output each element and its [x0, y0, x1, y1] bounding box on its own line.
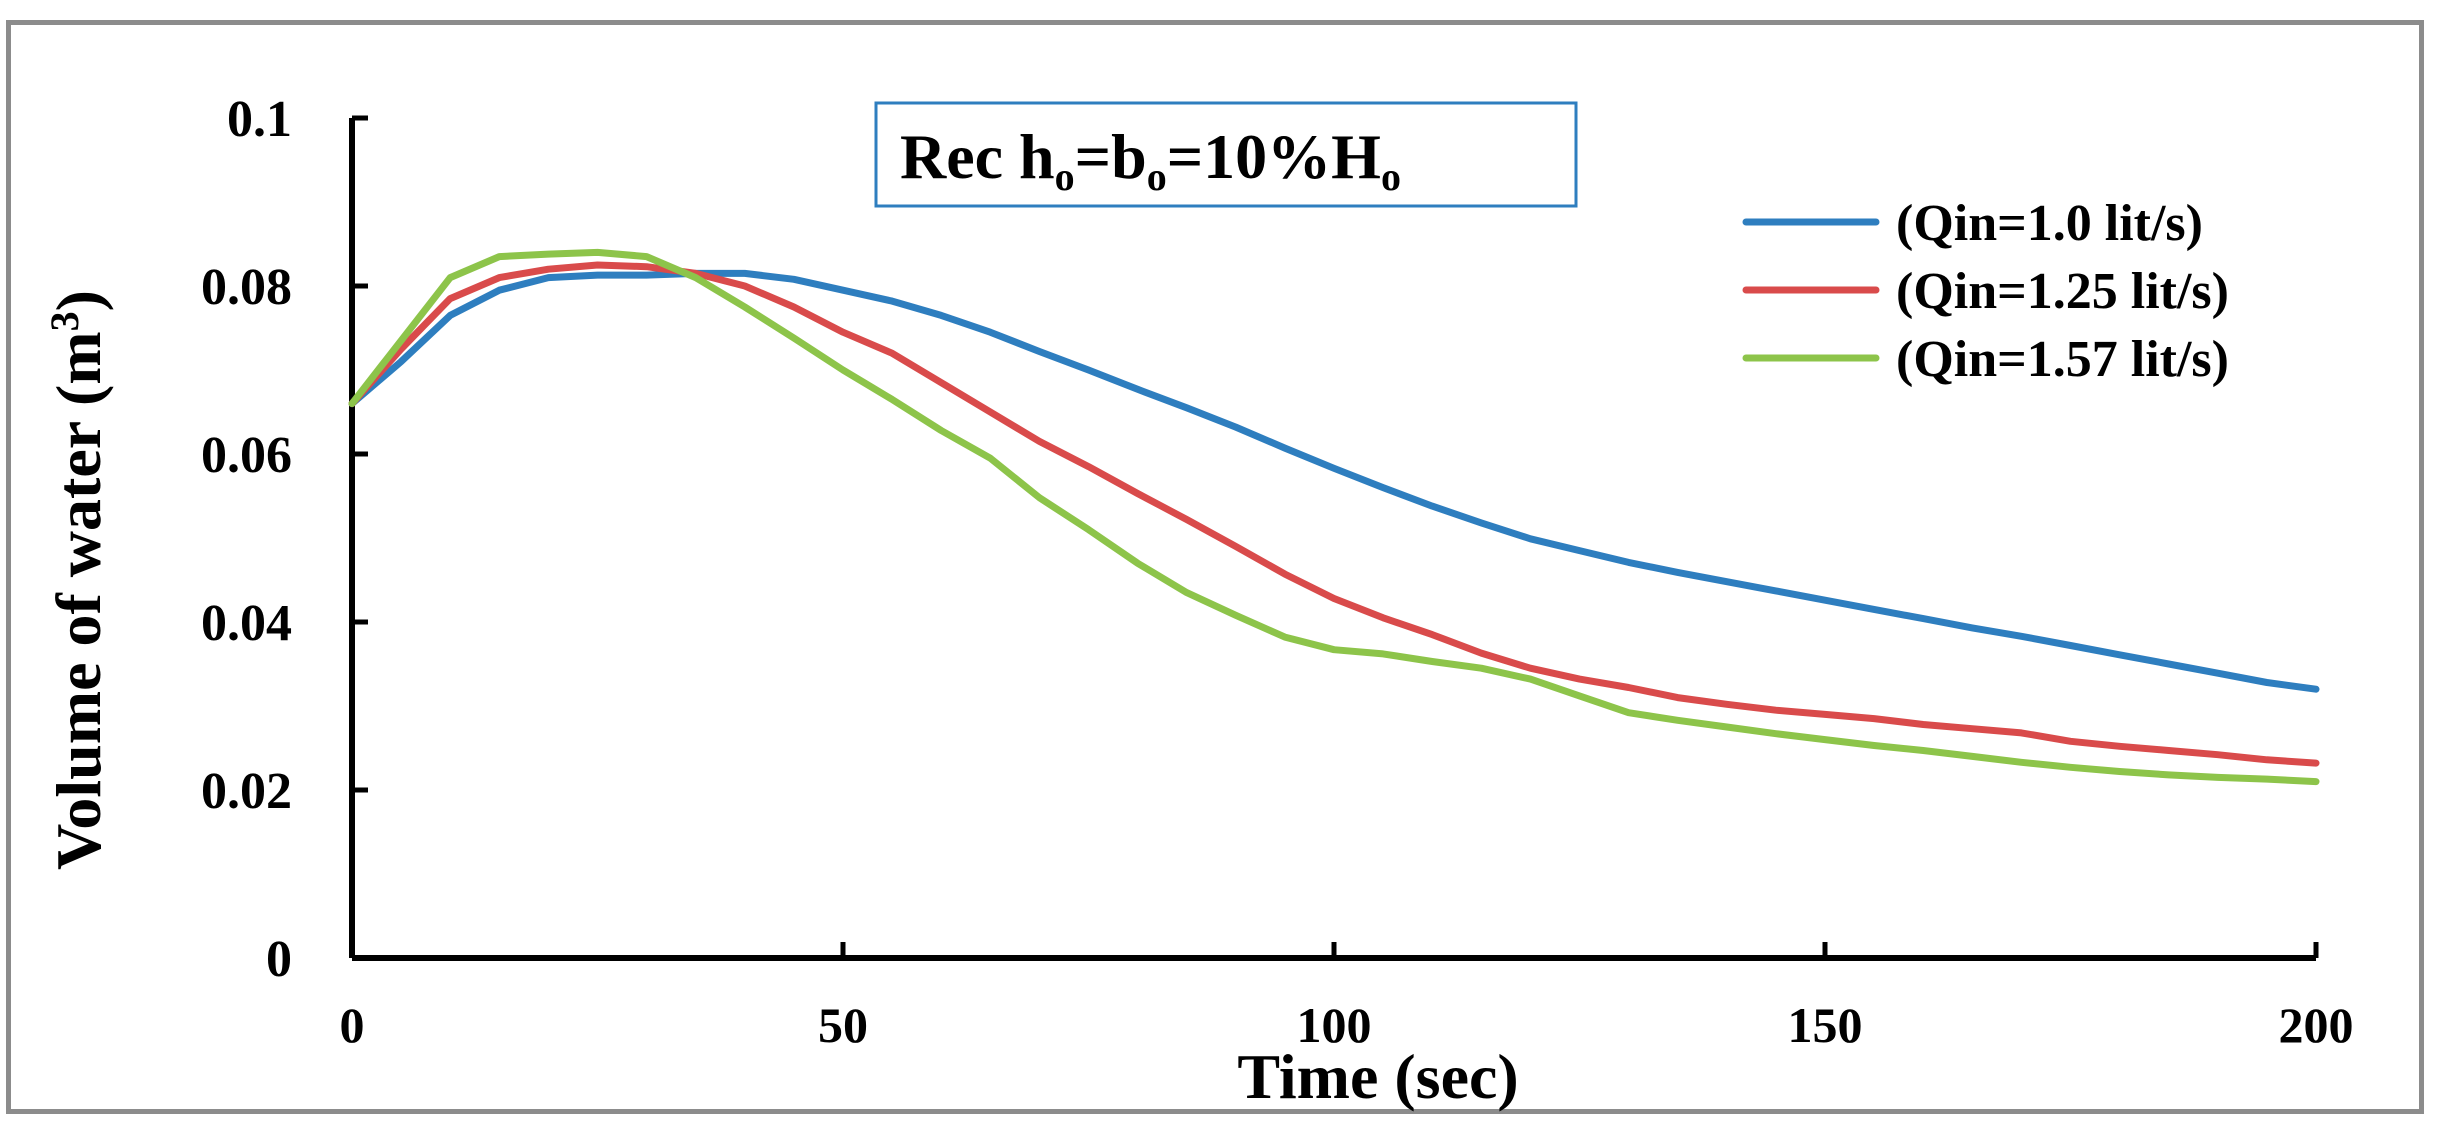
legend-label-2: (Qin=1.25 lit/s) [1896, 263, 2229, 320]
x-tick-label: 50 [818, 997, 868, 1053]
y-axis-title: Volume of water (m3) [42, 290, 114, 870]
title-subscript: o [1055, 154, 1075, 199]
chart-title: Rec ho=bo=10%Ho [900, 121, 1401, 199]
title-subscript: o [1381, 154, 1401, 199]
title-part-mid: =b [1075, 121, 1147, 192]
legend-label-3: (Qin=1.57 lit/s) [1896, 331, 2229, 388]
series-line-3 [348, 248, 2320, 786]
chart-frame [6, 20, 2424, 1114]
y-axis-title-superscript: 3 [42, 311, 87, 331]
x-tick-label: 100 [1297, 997, 1372, 1053]
x-axis-title: Time (sec) [1237, 1041, 1518, 1112]
x-tick-label: 150 [1788, 997, 1863, 1053]
title-part-mid: =10%H [1167, 121, 1381, 192]
y-tick-label: 0.06 [201, 427, 292, 484]
y-tick-label: 0 [266, 931, 292, 988]
axes: 0 50 100 150 200 0 0.02 0.04 0.06 0.08 0.1 [201, 91, 2354, 1053]
y-tick-label: 0.04 [201, 595, 292, 652]
y-tick-label: 0.08 [201, 259, 292, 316]
title-subscript: o [1147, 154, 1167, 199]
legend-label-1: (Qin=1.0 lit/s) [1896, 195, 2203, 252]
y-axis-title-main: Volume of water (m [43, 331, 114, 870]
title-part-main: Rec h [900, 121, 1055, 192]
title-box-border [874, 101, 1578, 208]
chart-title-box: Rec ho=bo=10%Ho [874, 101, 1578, 208]
series-lines [348, 248, 2320, 786]
x-tick-label: 0 [340, 997, 365, 1053]
legend: (Qin=1.0 lit/s) (Qin=1.25 lit/s) (Qin=1.57… [1742, 195, 2229, 388]
y-tick-label: 0.02 [201, 763, 292, 820]
y-tick-label: 0.1 [227, 91, 292, 148]
x-tick-label: 200 [2279, 997, 2354, 1053]
y-axis-title-close: ) [43, 290, 114, 311]
